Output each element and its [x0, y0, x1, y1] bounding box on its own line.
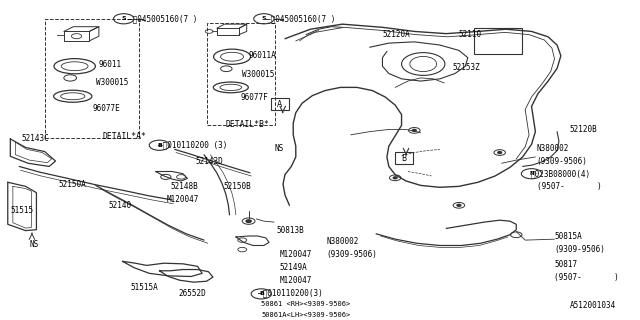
Circle shape	[246, 220, 251, 222]
Bar	[395, 152, 413, 164]
Bar	[45, 20, 139, 138]
Text: 52153Z: 52153Z	[452, 63, 480, 72]
Text: S: S	[122, 16, 126, 21]
Text: DETAIL*B*: DETAIL*B*	[226, 120, 269, 129]
Text: Ⓝ023B08000(4): Ⓝ023B08000(4)	[531, 169, 591, 178]
Text: 50817: 50817	[554, 260, 578, 269]
Text: 52149A: 52149A	[279, 263, 307, 272]
Text: —Ⓜ045005160(7 ): —Ⓜ045005160(7 )	[266, 14, 336, 23]
Text: A512001034: A512001034	[570, 301, 616, 310]
Text: B: B	[401, 154, 406, 163]
Text: 26552D: 26552D	[179, 289, 206, 298]
Text: 96011: 96011	[99, 60, 122, 69]
Text: 50815A: 50815A	[554, 232, 582, 242]
Text: 52150B: 52150B	[223, 182, 251, 191]
Text: 52148B: 52148B	[170, 182, 198, 191]
Text: M120047: M120047	[279, 276, 312, 285]
Text: A: A	[277, 100, 282, 109]
Text: S: S	[262, 16, 266, 21]
Text: DETAIL*A*: DETAIL*A*	[102, 132, 146, 141]
Text: 51515: 51515	[10, 205, 33, 215]
Text: 96011A: 96011A	[248, 51, 276, 60]
Text: —Ⓜ010110200 (3): —Ⓜ010110200 (3)	[157, 141, 227, 150]
Text: 50861A<LH><9309-9506>: 50861A<LH><9309-9506>	[261, 312, 351, 318]
Text: 52140: 52140	[108, 201, 132, 210]
Text: (9507-       ): (9507- )	[537, 182, 602, 191]
Text: 52110: 52110	[459, 30, 482, 39]
Text: 52150A: 52150A	[59, 180, 86, 189]
Text: 50861 <RH><9309-9506>: 50861 <RH><9309-9506>	[261, 301, 351, 307]
Text: M120047: M120047	[279, 251, 312, 260]
Text: (9309-9506): (9309-9506)	[326, 251, 377, 260]
Text: N380002: N380002	[537, 144, 569, 153]
Circle shape	[498, 152, 502, 154]
Text: N380002: N380002	[326, 237, 359, 246]
Bar	[207, 23, 275, 125]
Text: NS: NS	[274, 144, 284, 153]
Text: 50813B: 50813B	[276, 226, 305, 235]
Text: 52120A: 52120A	[383, 30, 410, 39]
Text: W300015: W300015	[243, 70, 275, 79]
Text: 52143D: 52143D	[196, 156, 223, 165]
Text: (9309-9506): (9309-9506)	[554, 245, 605, 254]
Text: 52120B: 52120B	[570, 125, 598, 134]
Text: B: B	[259, 292, 264, 296]
Text: 51515A: 51515A	[130, 283, 158, 292]
Text: —Ⓜ010110200(3): —Ⓜ010110200(3)	[257, 288, 323, 297]
Circle shape	[457, 204, 461, 206]
Text: (9309-9506): (9309-9506)	[537, 156, 588, 165]
Circle shape	[412, 130, 416, 131]
Text: M120047: M120047	[167, 195, 200, 204]
Text: NS: NS	[29, 240, 38, 249]
Bar	[271, 99, 289, 110]
Bar	[474, 28, 522, 53]
Circle shape	[394, 177, 397, 179]
Text: N: N	[529, 171, 534, 176]
Text: 96077E: 96077E	[93, 104, 120, 113]
Text: (9507-       ): (9507- )	[554, 273, 620, 282]
Text: B: B	[157, 143, 162, 148]
Text: 52143C: 52143C	[22, 134, 49, 143]
Text: —Ⓜ045005160(7 ): —Ⓜ045005160(7 )	[127, 14, 197, 23]
Text: W300015: W300015	[96, 77, 128, 86]
Text: 96077F: 96077F	[241, 93, 268, 102]
